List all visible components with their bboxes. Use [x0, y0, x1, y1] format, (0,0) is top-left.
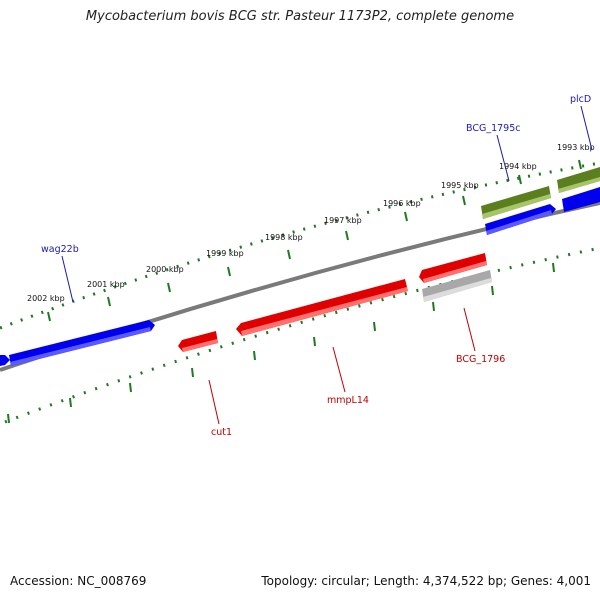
- leader-plcD: [580, 105, 593, 151]
- tick-label: 1999 kbp: [206, 249, 244, 258]
- major-tick: [129, 382, 132, 393]
- reverse-genes[interactable]: [178, 253, 492, 352]
- tick-label: 1993 kbp: [557, 143, 595, 152]
- major-tick: [69, 397, 72, 408]
- gene-label-BCG_1796: BCG_1796: [456, 354, 505, 365]
- major-tick: [432, 301, 435, 312]
- tick-label: 1996 kbp: [383, 199, 421, 208]
- tick-label: 1998 kbp: [265, 233, 303, 242]
- tick-label: 1997 kbp: [324, 216, 362, 225]
- major-tick: [227, 266, 231, 277]
- tick-labels: 1993 kbp 1994 kbp 1995 kbp 1996 kbp 1997…: [27, 143, 595, 303]
- major-tick: [518, 174, 522, 185]
- leader-BCG_1795c: [496, 134, 510, 182]
- outer-tick-track: [0, 161, 600, 330]
- forward-genes[interactable]: [0, 167, 600, 366]
- major-tick: [7, 413, 10, 424]
- leader-mmpL14: [332, 346, 346, 393]
- inner-tick-track: [4, 246, 600, 424]
- leader-lines: [61, 105, 593, 425]
- leader-BCG_1796: [463, 307, 476, 352]
- gene-reverse-cut1-shade: [182, 339, 218, 352]
- gene-forward-olive-plcD-shade: [558, 177, 600, 193]
- gene-labels: wag22b BCG_1795c plcD cut1 mmpL14 BCG_17…: [41, 94, 591, 438]
- gene-reverse-mmpL14-shade: [241, 287, 408, 336]
- major-tick: [287, 249, 291, 260]
- gene-forward-blue-right[interactable]: [562, 187, 600, 212]
- major-tick: [404, 211, 408, 222]
- tick-label: 2001 kbp: [87, 280, 125, 289]
- topology-summary: Topology: circular; Length: 4,374,522 bp…: [261, 574, 591, 588]
- major-tick: [253, 350, 256, 361]
- genome-title: Mycobacterium bovis BCG str. Pasteur 117…: [85, 9, 515, 24]
- gene-pseudo-BCG_1796-shade: [423, 278, 492, 302]
- major-tick: [578, 159, 582, 170]
- gene-label-wag22b: wag22b: [41, 244, 79, 255]
- leader-wag22b: [61, 255, 74, 303]
- gene-forward-olive-shade: [482, 194, 551, 219]
- major-tick: [107, 296, 111, 307]
- gene-label-cut1: cut1: [211, 427, 232, 438]
- gene-label-mmpL14: mmpL14: [327, 395, 369, 406]
- gene-label-plcD: plcD: [570, 94, 591, 105]
- major-tick: [552, 262, 555, 273]
- major-tick: [191, 367, 194, 378]
- major-tick: [47, 311, 51, 322]
- tick-label: 2000 kbp: [146, 265, 184, 274]
- tick-label: 2002 kbp: [27, 294, 65, 303]
- gene-forward-blue-mid-shade: [486, 210, 552, 235]
- major-tick: [345, 230, 349, 241]
- gene-forward-segment: [10, 327, 151, 366]
- major-tick: [167, 282, 171, 293]
- major-ticks: [7, 159, 582, 424]
- major-tick: [462, 195, 466, 206]
- gene-label-BCG_1795c: BCG_1795c: [466, 123, 521, 134]
- accession-label: Accession: NC_008769: [10, 574, 147, 588]
- leader-cut1: [208, 379, 220, 425]
- gene-reverse-red-right-shade: [423, 261, 487, 283]
- major-tick: [491, 285, 494, 296]
- major-tick: [373, 321, 376, 332]
- gene-forward-small[interactable]: [0, 355, 10, 366]
- major-tick: [313, 336, 316, 347]
- tick-label: 1994 kbp: [499, 162, 537, 171]
- tick-label: 1995 kbp: [441, 181, 479, 190]
